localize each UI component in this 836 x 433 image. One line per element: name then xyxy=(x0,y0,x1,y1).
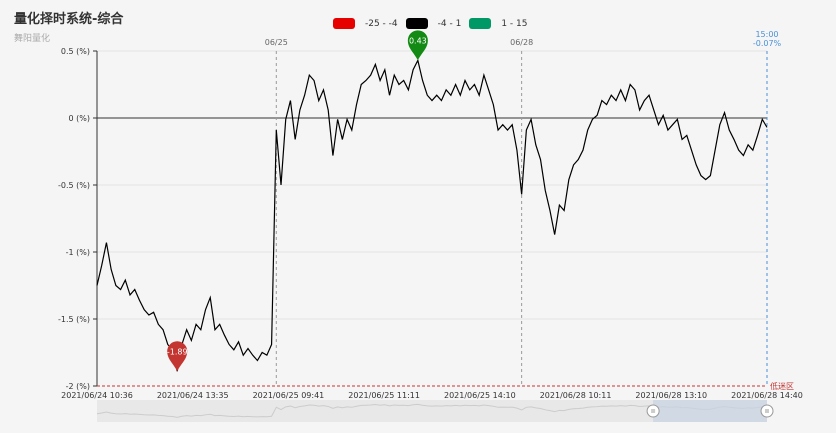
x-tick-label: 2021/06/28 14:40 xyxy=(731,391,803,400)
date-divider-label: 06/28 xyxy=(510,38,533,47)
date-divider-label: 06/25 xyxy=(265,38,288,47)
x-tick-label: 2021/06/24 10:36 xyxy=(61,391,133,400)
y-tick-label: -0.5 (%) xyxy=(58,181,90,190)
min-point-pin xyxy=(167,341,188,372)
end-marker-value: -0.07% xyxy=(753,39,782,48)
max-point-label: 0.43 xyxy=(409,36,427,45)
x-tick-label: 2021/06/25 14:10 xyxy=(444,391,516,400)
y-tick-label: 0.5 (%) xyxy=(61,47,90,56)
x-tick-label: 2021/06/25 11:11 xyxy=(348,391,420,400)
legend-item-high[interactable]: 1 - 15 xyxy=(469,18,527,29)
legend-label: -25 - -4 xyxy=(365,18,398,29)
min-point-label: -1.89 xyxy=(167,347,188,356)
legend-swatch xyxy=(333,18,355,29)
x-tick-label: 2021/06/24 13:35 xyxy=(157,391,229,400)
y-tick-label: -1.5 (%) xyxy=(58,315,90,324)
legend-swatch xyxy=(469,18,492,29)
y-tick-label: -2 (%) xyxy=(66,382,90,391)
legend-item-low[interactable]: -25 - -4 xyxy=(333,18,398,29)
chart-title: 量化择时系统-综合 xyxy=(14,12,124,27)
legend-swatch xyxy=(405,18,428,29)
max-point-pin xyxy=(407,30,428,61)
low-zone-label: 低迷区 xyxy=(770,381,794,391)
series-line xyxy=(96,58,768,372)
chart-subtitle: 舞阳量化 xyxy=(14,34,51,44)
end-marker-time: 15:00 xyxy=(755,30,778,39)
x-tick-label: 2021/06/28 13:10 xyxy=(635,391,707,400)
y-tick-label: 0 (%) xyxy=(69,114,90,123)
zoom-slider-window[interactable] xyxy=(653,400,767,422)
legend-label: 1 - 15 xyxy=(501,18,528,29)
legend-label: -4 - 1 xyxy=(437,18,462,29)
y-tick-label: -1 (%) xyxy=(66,248,90,257)
legend: -25 - -4 -4 - 1 1 - 15 xyxy=(333,18,535,29)
zoom-slider-handle[interactable] xyxy=(760,404,774,418)
x-tick-label: 2021/06/25 09:41 xyxy=(253,391,325,400)
x-tick-label: 2021/06/28 10:11 xyxy=(540,391,612,400)
zoom-slider-handle[interactable] xyxy=(646,404,660,418)
legend-item-mid[interactable]: -4 - 1 xyxy=(405,18,462,29)
